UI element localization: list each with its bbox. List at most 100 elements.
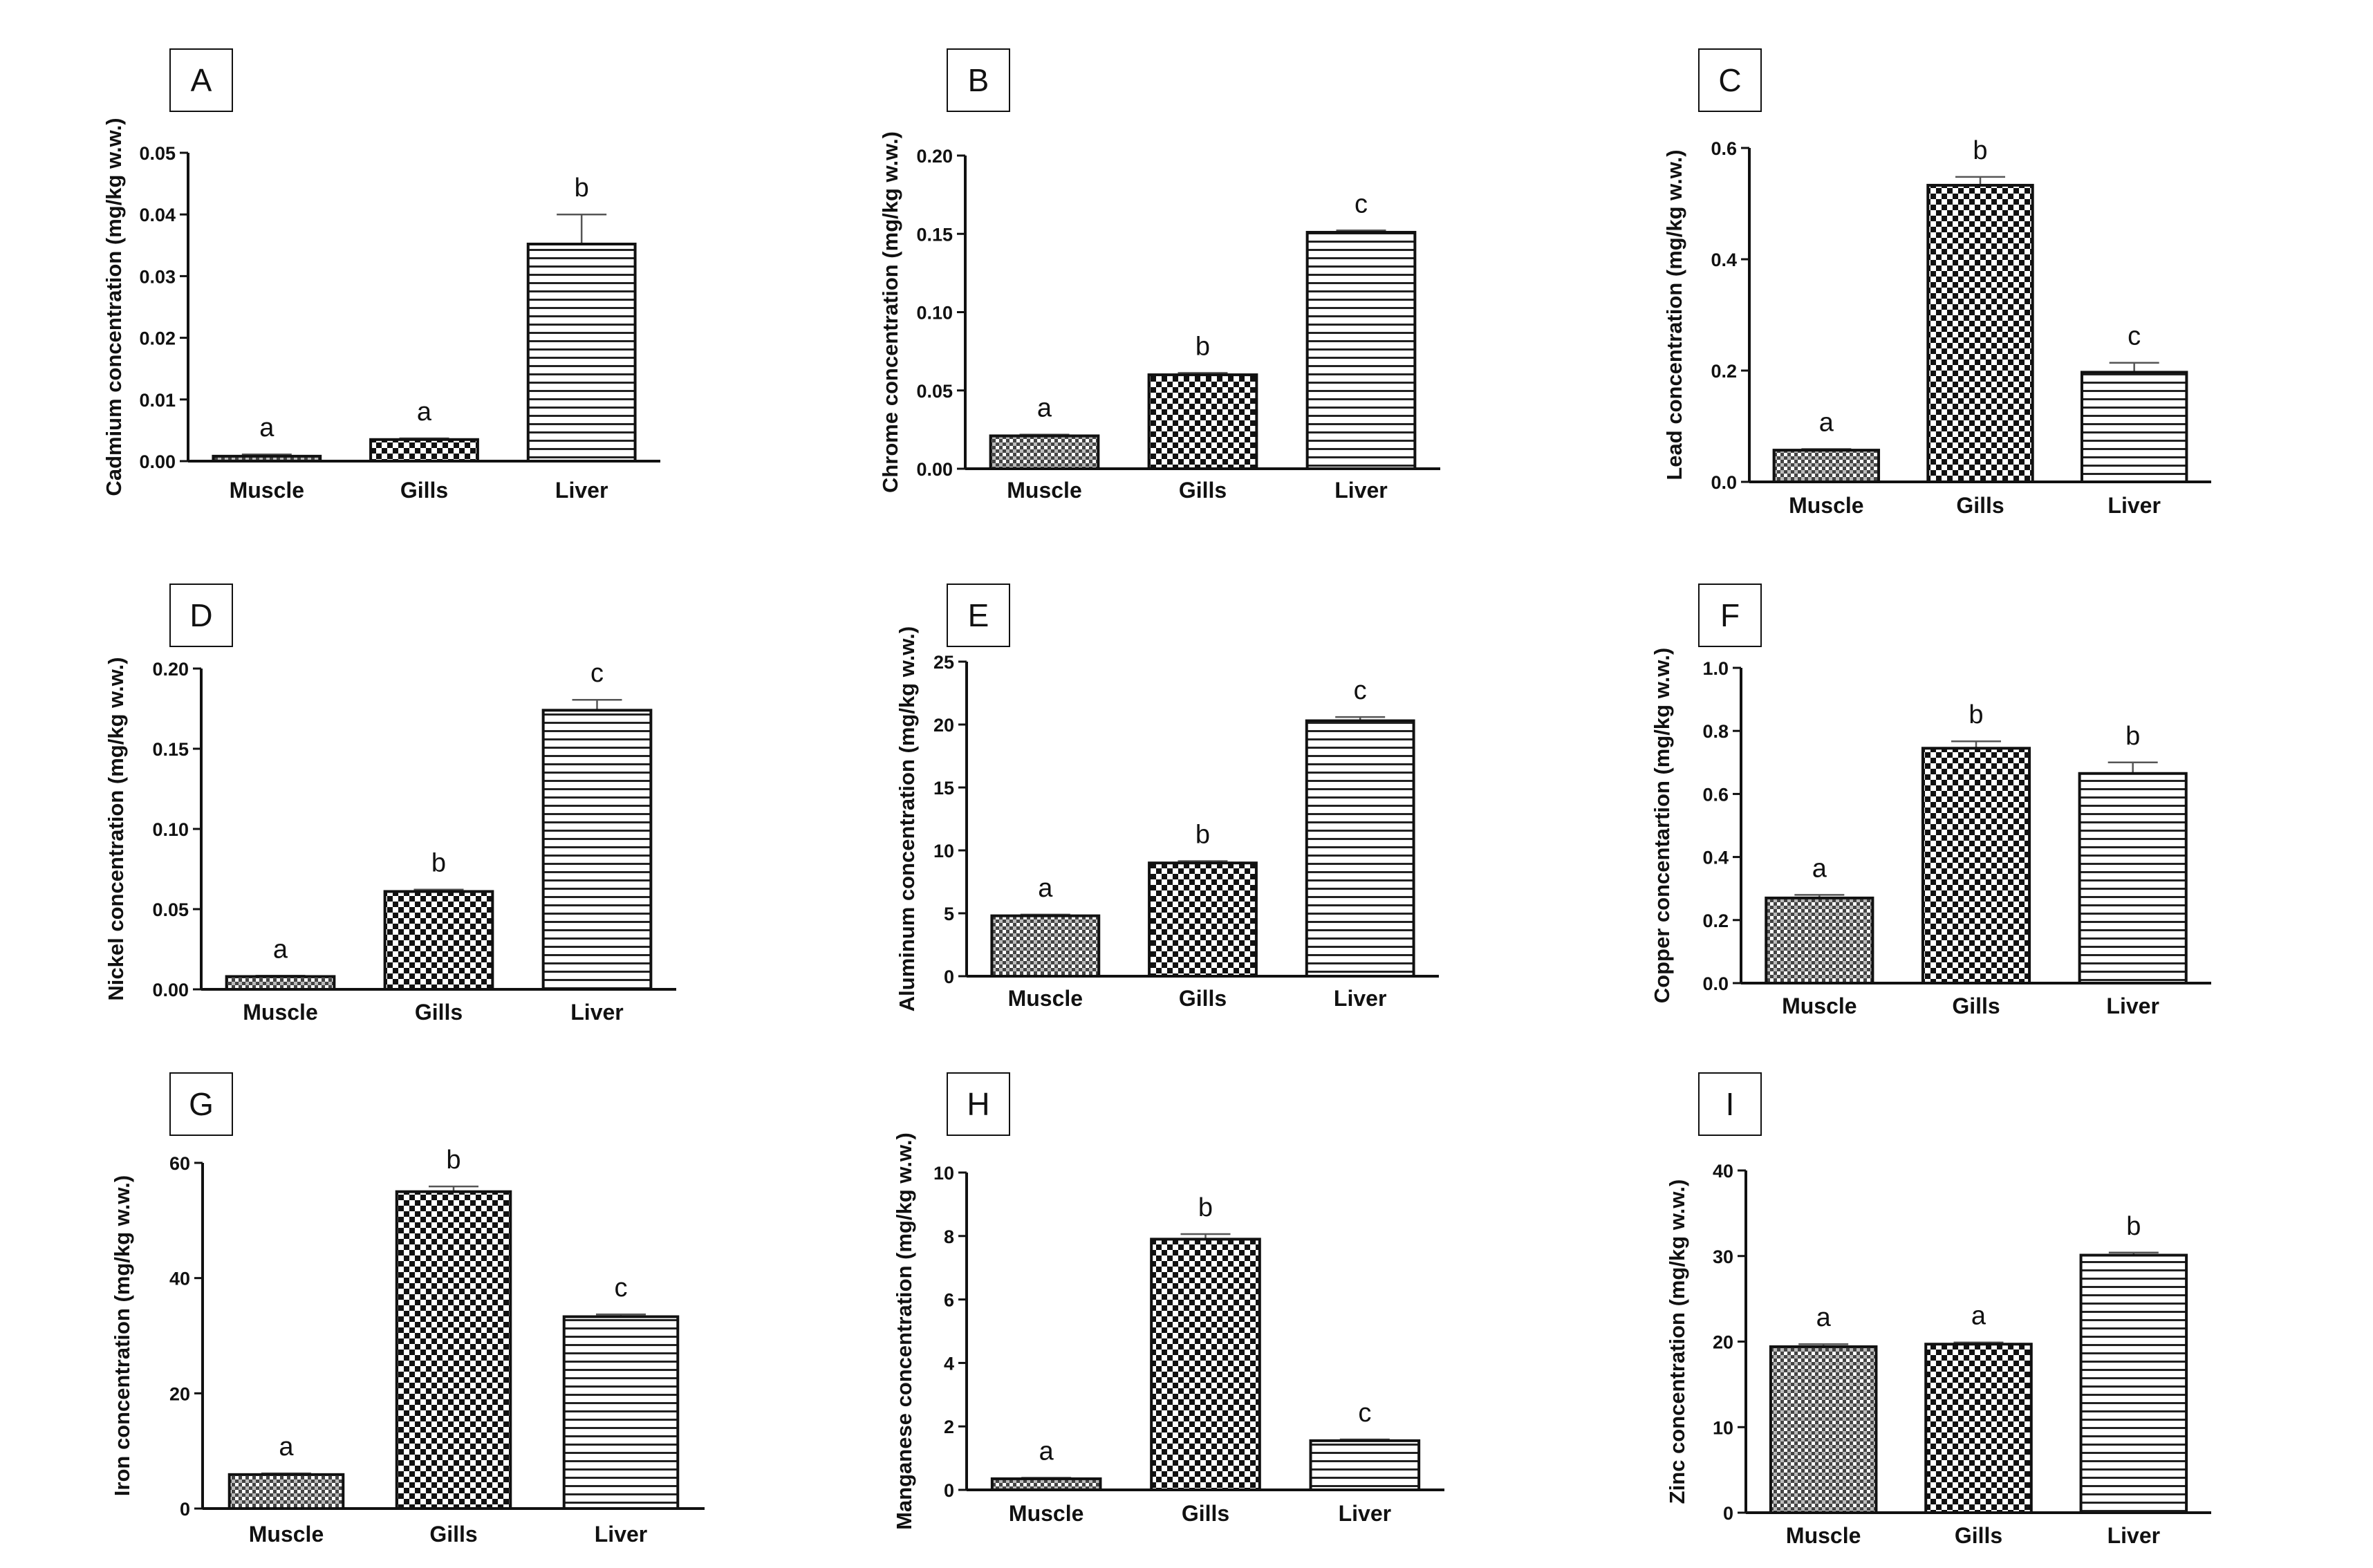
significance-label-gills: b: [1198, 1193, 1213, 1222]
y-tick-label: 0.10: [152, 819, 189, 840]
x-category-label: Liver: [1339, 1501, 1391, 1526]
bar-gills: [1148, 861, 1258, 978]
bar-liver: [2079, 1253, 2188, 1514]
bar-muscle: [227, 1473, 345, 1510]
y-tick-label: 0.15: [916, 224, 953, 245]
y-tick-label: 5: [944, 904, 954, 924]
significance-label-liver: c: [1355, 189, 1368, 218]
bar-gills: [383, 890, 494, 991]
panel-letter: D: [189, 597, 212, 633]
panel-letter-box: [1698, 1072, 1762, 1136]
chart-panel-i: I 0 10 20 30 40 Zinc concentration (mg/kg w.w.…: [1665, 1072, 2211, 1548]
bar-muscle: [990, 1477, 1102, 1492]
y-axis-label: Iron concentration (mg/kg w.w.): [110, 1175, 134, 1496]
significance-label-muscle: a: [259, 413, 274, 442]
y-tick-label: 0.04: [139, 205, 176, 225]
significance-label-gills: a: [1971, 1302, 1986, 1331]
panel-letter: H: [967, 1086, 989, 1122]
panel-letter-box: [947, 48, 1010, 112]
bar-gills: [395, 1190, 512, 1510]
y-tick-label: 25: [933, 652, 954, 673]
panel-letter: G: [189, 1086, 214, 1122]
significance-label-gills: b: [1195, 820, 1210, 849]
significance-label-gills: b: [446, 1146, 460, 1175]
y-tick-label: 0.00: [139, 451, 176, 472]
panel-letter: C: [1718, 62, 1741, 98]
bar-liver: [562, 1315, 680, 1510]
y-tick-label: 0: [180, 1499, 190, 1520]
bar-gills: [1147, 373, 1258, 470]
x-category-label: Muscle: [243, 1000, 317, 1025]
x-category-label: Gills: [1952, 993, 2000, 1018]
y-tick-label: 0: [1723, 1503, 1733, 1524]
panel-letter-box: [169, 48, 233, 112]
significance-label-gills: b: [431, 849, 446, 878]
panel-letter-box: [947, 1072, 1010, 1136]
y-tick-label: 0.00: [916, 459, 953, 480]
significance-label-gills: b: [1969, 700, 1983, 729]
y-tick-label: 0.01: [139, 390, 176, 411]
bar-muscle: [212, 454, 322, 463]
chart-panel-c: C 0.0 0.2 0.4 0.6 Lead concentration (mg/kg w…: [1662, 48, 2211, 518]
y-tick-label: 0.03: [139, 266, 176, 287]
bar-liver: [1305, 719, 1415, 978]
y-tick-label: 40: [169, 1269, 190, 1289]
bar-muscle: [989, 434, 1100, 470]
y-tick-label: 0.20: [152, 659, 189, 680]
significance-label-gills: b: [1195, 332, 1210, 361]
y-tick-label: 2: [944, 1417, 954, 1437]
y-axis-label: Chrome concentration (mg/kg w.w.): [878, 131, 902, 493]
significance-label-liver: c: [2128, 322, 2141, 351]
panel-letter-box: [1698, 48, 1762, 112]
y-tick-label: 0: [944, 967, 954, 987]
x-category-label: Gills: [1179, 478, 1227, 503]
x-category-label: Muscle: [1009, 1501, 1083, 1526]
significance-label-gills: a: [417, 398, 432, 427]
bar-liver: [2078, 772, 2188, 984]
y-tick-label: 0.05: [139, 143, 176, 164]
significance-label-liver: c: [1358, 1399, 1371, 1428]
bar-muscle: [225, 975, 336, 991]
bar-liver: [1305, 230, 1417, 470]
y-tick-label: 0.20: [916, 146, 953, 167]
y-tick-label: 30: [1713, 1247, 1733, 1267]
y-tick-label: 0.6: [1711, 138, 1737, 159]
chart-panel-e: E 0 5 10 15 20 25 Aluminum concentration (mg/kg…: [895, 584, 1439, 1011]
chart-panel-a: A 0.00 0.01 0.02 0.03 0.04 0.05 Cadmium concent…: [102, 48, 660, 503]
x-category-label: Liver: [2107, 493, 2160, 518]
y-tick-label: 8: [944, 1226, 954, 1247]
panel-letter-box: [947, 584, 1010, 647]
x-category-label: Gills: [429, 1522, 477, 1547]
panel-letter: B: [968, 62, 989, 98]
bar-liver: [1309, 1439, 1421, 1491]
chart-panel-h: H 0 2 4 6 8 10 Manganese concentration (mg/kg w…: [892, 1072, 1444, 1530]
x-category-label: Muscle: [1789, 493, 1863, 518]
y-axis-label: Lead concentration (mg/kg w.w.): [1662, 149, 1686, 480]
y-tick-label: 0.10: [916, 303, 953, 324]
significance-label-liver: c: [1354, 676, 1367, 705]
x-category-label: Liver: [1334, 478, 1387, 503]
significance-label-muscle: a: [273, 935, 288, 964]
panel-letter-box: [169, 584, 233, 647]
x-category-label: Gills: [400, 478, 448, 503]
y-tick-label: 1.0: [1702, 658, 1729, 679]
bar-gills: [369, 438, 479, 463]
y-tick-label: 10: [933, 841, 954, 861]
x-category-label: Liver: [570, 1000, 623, 1025]
y-axis-label: Zinc concentration (mg/kg w.w.): [1665, 1179, 1689, 1504]
y-tick-label: 0.0: [1711, 472, 1737, 493]
x-category-label: Muscle: [1008, 986, 1083, 1011]
panel-letter: E: [968, 597, 989, 633]
significance-label-liver: b: [575, 174, 589, 203]
bar-gills: [1150, 1238, 1261, 1491]
y-tick-label: 0.2: [1711, 361, 1737, 382]
significance-label-liver: b: [2126, 1212, 2141, 1241]
y-tick-label: 40: [1713, 1161, 1733, 1182]
bar-liver: [541, 709, 653, 991]
panel-letter-box: [1698, 584, 1762, 647]
significance-label-liver: c: [615, 1273, 628, 1303]
y-axis-label: Copper concentartion (mg/kg w.w.): [1650, 648, 1674, 1003]
y-tick-label: 0.6: [1702, 784, 1729, 805]
